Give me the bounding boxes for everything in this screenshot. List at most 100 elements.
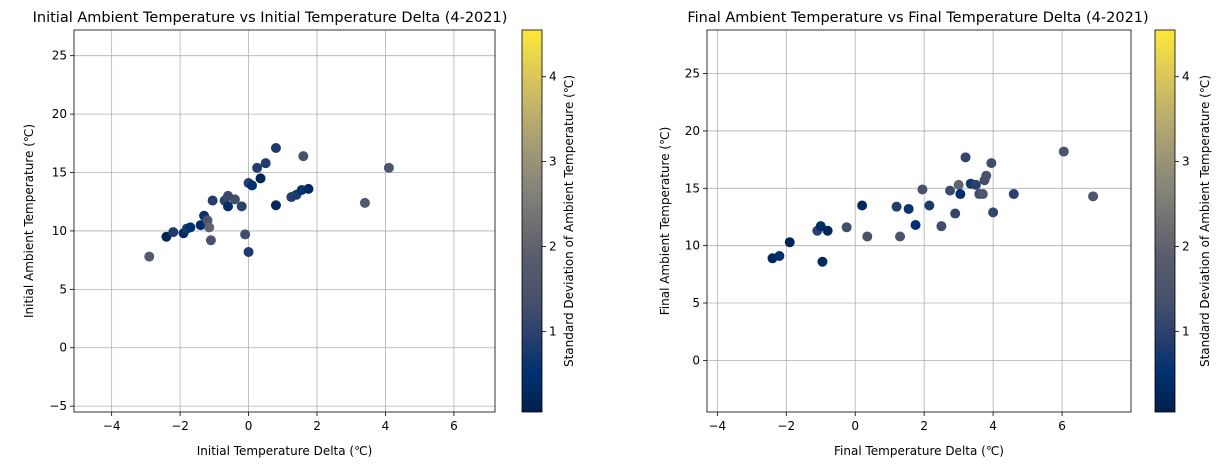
data-point [960, 152, 971, 163]
data-point [903, 203, 914, 214]
data-point [917, 184, 928, 195]
data-point [204, 222, 215, 233]
data-point [841, 222, 852, 233]
final-scatter-chart: Final Ambient Temperature vs Final Tempe… [658, 10, 1212, 458]
data-point [207, 195, 218, 206]
data-point [255, 173, 266, 184]
x-tick-label: 4 [989, 419, 997, 433]
data-point [977, 189, 988, 200]
colorbar: 1 2 3 4 [1154, 29, 1190, 413]
scatter-points [144, 142, 394, 262]
data-point [246, 180, 257, 191]
data-point [817, 256, 828, 267]
data-point [862, 231, 873, 242]
plot-frame [706, 29, 1132, 413]
y-axis-label: Initial Ambient Temperature (℃) [22, 124, 36, 318]
colorbar-label: Standard Deviation of Ambient Temperatur… [562, 75, 576, 367]
x-tick-label: 6 [450, 419, 458, 433]
colorbar-tick-label: 4 [1182, 70, 1190, 84]
x-tick-label: 4 [382, 419, 390, 433]
y-tick-label: 5 [692, 296, 700, 310]
y-axis: 0 5 10 15 20 25 [685, 67, 707, 367]
data-point [981, 170, 992, 181]
y-axis-label: Final Ambient Temperature (℃) [658, 127, 672, 316]
x-tick-label: 2 [313, 419, 321, 433]
x-axis-label: Final Temperature Delta (℃) [834, 444, 1004, 458]
y-tick-label: 0 [692, 353, 700, 367]
data-point [205, 235, 216, 246]
data-point [924, 200, 935, 211]
y-axis: −5 0 5 10 15 20 25 [49, 49, 74, 413]
colorbar-gradient [521, 29, 543, 413]
data-point [822, 225, 833, 236]
data-point [945, 185, 956, 196]
x-tick-label: 0 [851, 419, 859, 433]
data-point [970, 179, 981, 190]
y-tick-label: −5 [49, 399, 67, 413]
x-tick-label: 2 [920, 419, 928, 433]
data-point [910, 220, 921, 231]
data-point [1088, 191, 1099, 202]
y-tick-label: 15 [52, 166, 67, 180]
data-point [229, 194, 240, 205]
data-point [252, 162, 263, 173]
y-tick-label: 20 [52, 107, 67, 121]
colorbar-tick-label: 1 [549, 324, 557, 338]
data-point [891, 201, 902, 212]
chart-title: Final Ambient Temperature vs Final Tempe… [687, 10, 1148, 26]
x-tick-label: −2 [777, 419, 795, 433]
scatter-points [767, 146, 1099, 267]
y-tick-label: 25 [52, 49, 67, 63]
x-tick-label: 6 [1058, 419, 1066, 433]
data-point [936, 221, 947, 232]
colorbar-tick-label: 2 [549, 239, 557, 253]
data-point [1058, 146, 1069, 157]
data-point [953, 179, 964, 190]
initial-scatter-chart: Initial Ambient Temperature vs Initial T… [22, 10, 576, 458]
colorbar-tick-label: 1 [1182, 324, 1190, 338]
data-point [185, 222, 196, 233]
x-axis-label: Initial Temperature Delta (℃) [197, 444, 373, 458]
colorbar-gradient [1154, 29, 1176, 413]
data-point [359, 197, 370, 208]
data-point [303, 183, 314, 194]
colorbar-tick-label: 4 [549, 70, 557, 84]
data-point [236, 201, 247, 212]
data-point [270, 142, 281, 153]
data-point [270, 200, 281, 211]
data-point [260, 158, 271, 169]
data-point [950, 208, 961, 219]
x-tick-label: −4 [103, 419, 121, 433]
y-tick-label: 25 [685, 67, 700, 81]
y-tick-label: 5 [59, 282, 67, 296]
y-tick-label: 15 [685, 181, 700, 195]
y-tick-label: 10 [52, 224, 67, 238]
colorbar-label: Standard Deviation of Ambient Temperatur… [1198, 75, 1212, 367]
y-tick-label: 20 [685, 124, 700, 138]
x-tick-label: −4 [708, 419, 726, 433]
x-axis: −4 −2 0 2 4 6 [708, 412, 1066, 433]
data-point [955, 189, 966, 200]
x-axis: −4 −2 0 2 4 6 [103, 412, 458, 433]
colorbar-tick-label: 3 [1182, 155, 1190, 169]
x-tick-label: −2 [171, 419, 189, 433]
data-point [895, 231, 906, 242]
data-point [240, 229, 251, 240]
y-tick-label: 0 [59, 341, 67, 355]
plot-frame [73, 29, 496, 413]
x-tick-label: 0 [245, 419, 253, 433]
colorbar-tick-label: 2 [1182, 239, 1190, 253]
data-point [857, 200, 868, 211]
data-point [243, 246, 254, 257]
data-point [986, 158, 997, 169]
data-point [988, 207, 999, 218]
data-point [144, 251, 155, 262]
colorbar: 1 2 3 4 [521, 29, 557, 413]
colorbar-tick-label: 3 [549, 155, 557, 169]
y-tick-label: 10 [685, 239, 700, 253]
data-point [168, 227, 179, 238]
data-point [1008, 189, 1019, 200]
data-point [784, 237, 795, 248]
data-point [298, 151, 309, 162]
